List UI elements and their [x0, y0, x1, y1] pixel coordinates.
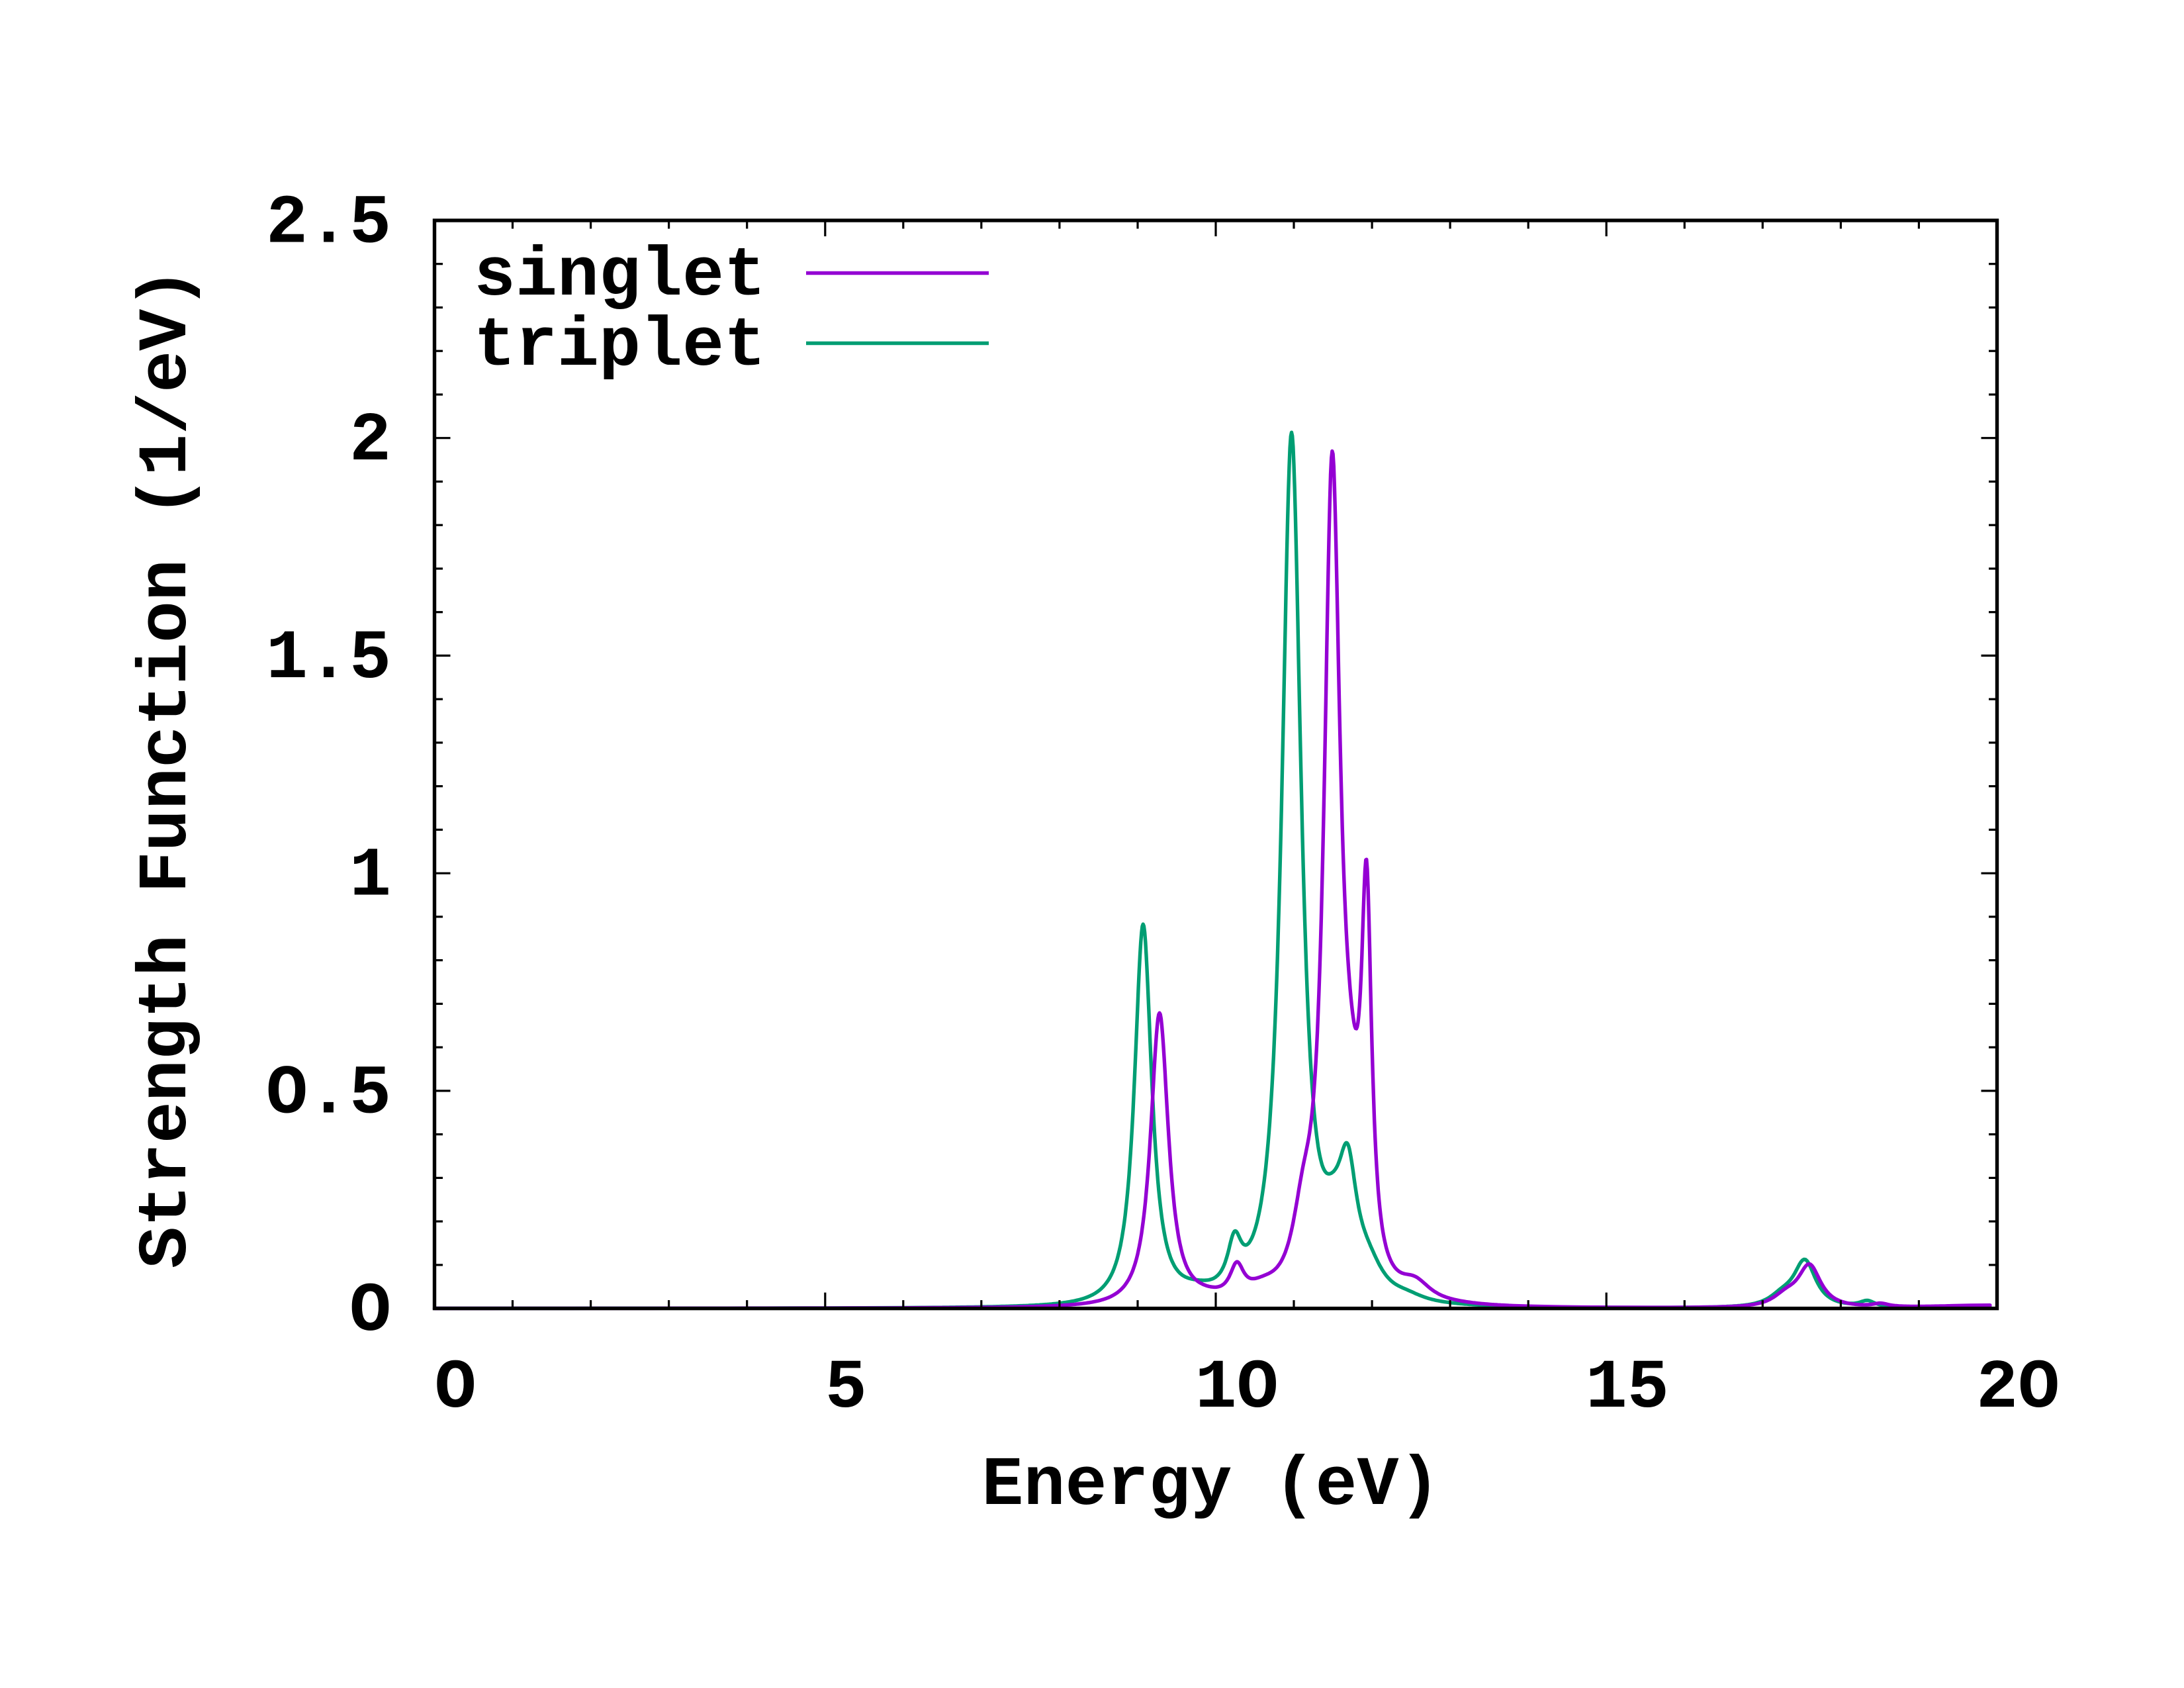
svg-text:O: O [349, 1272, 391, 1351]
svg-text:O: O [435, 1349, 477, 1428]
svg-text:Energy (eV): Energy (eV) [981, 1446, 1440, 1525]
svg-text:1: 1 [349, 837, 391, 916]
svg-text:2: 2 [349, 402, 391, 481]
svg-text:singlet: singlet [474, 237, 766, 316]
svg-text:2.5: 2.5 [266, 185, 391, 263]
svg-text:1O: 1O [1195, 1349, 1279, 1428]
svg-text:O.5: O.5 [266, 1055, 391, 1133]
svg-text:2O: 2O [1976, 1349, 2060, 1428]
svg-text:15: 15 [1586, 1349, 1669, 1428]
svg-text:triplet: triplet [474, 307, 766, 386]
svg-text:1.5: 1.5 [266, 620, 391, 698]
svg-text:5: 5 [825, 1349, 867, 1428]
svg-text:Strength Function (1/eV): Strength Function (1/eV) [128, 267, 206, 1268]
